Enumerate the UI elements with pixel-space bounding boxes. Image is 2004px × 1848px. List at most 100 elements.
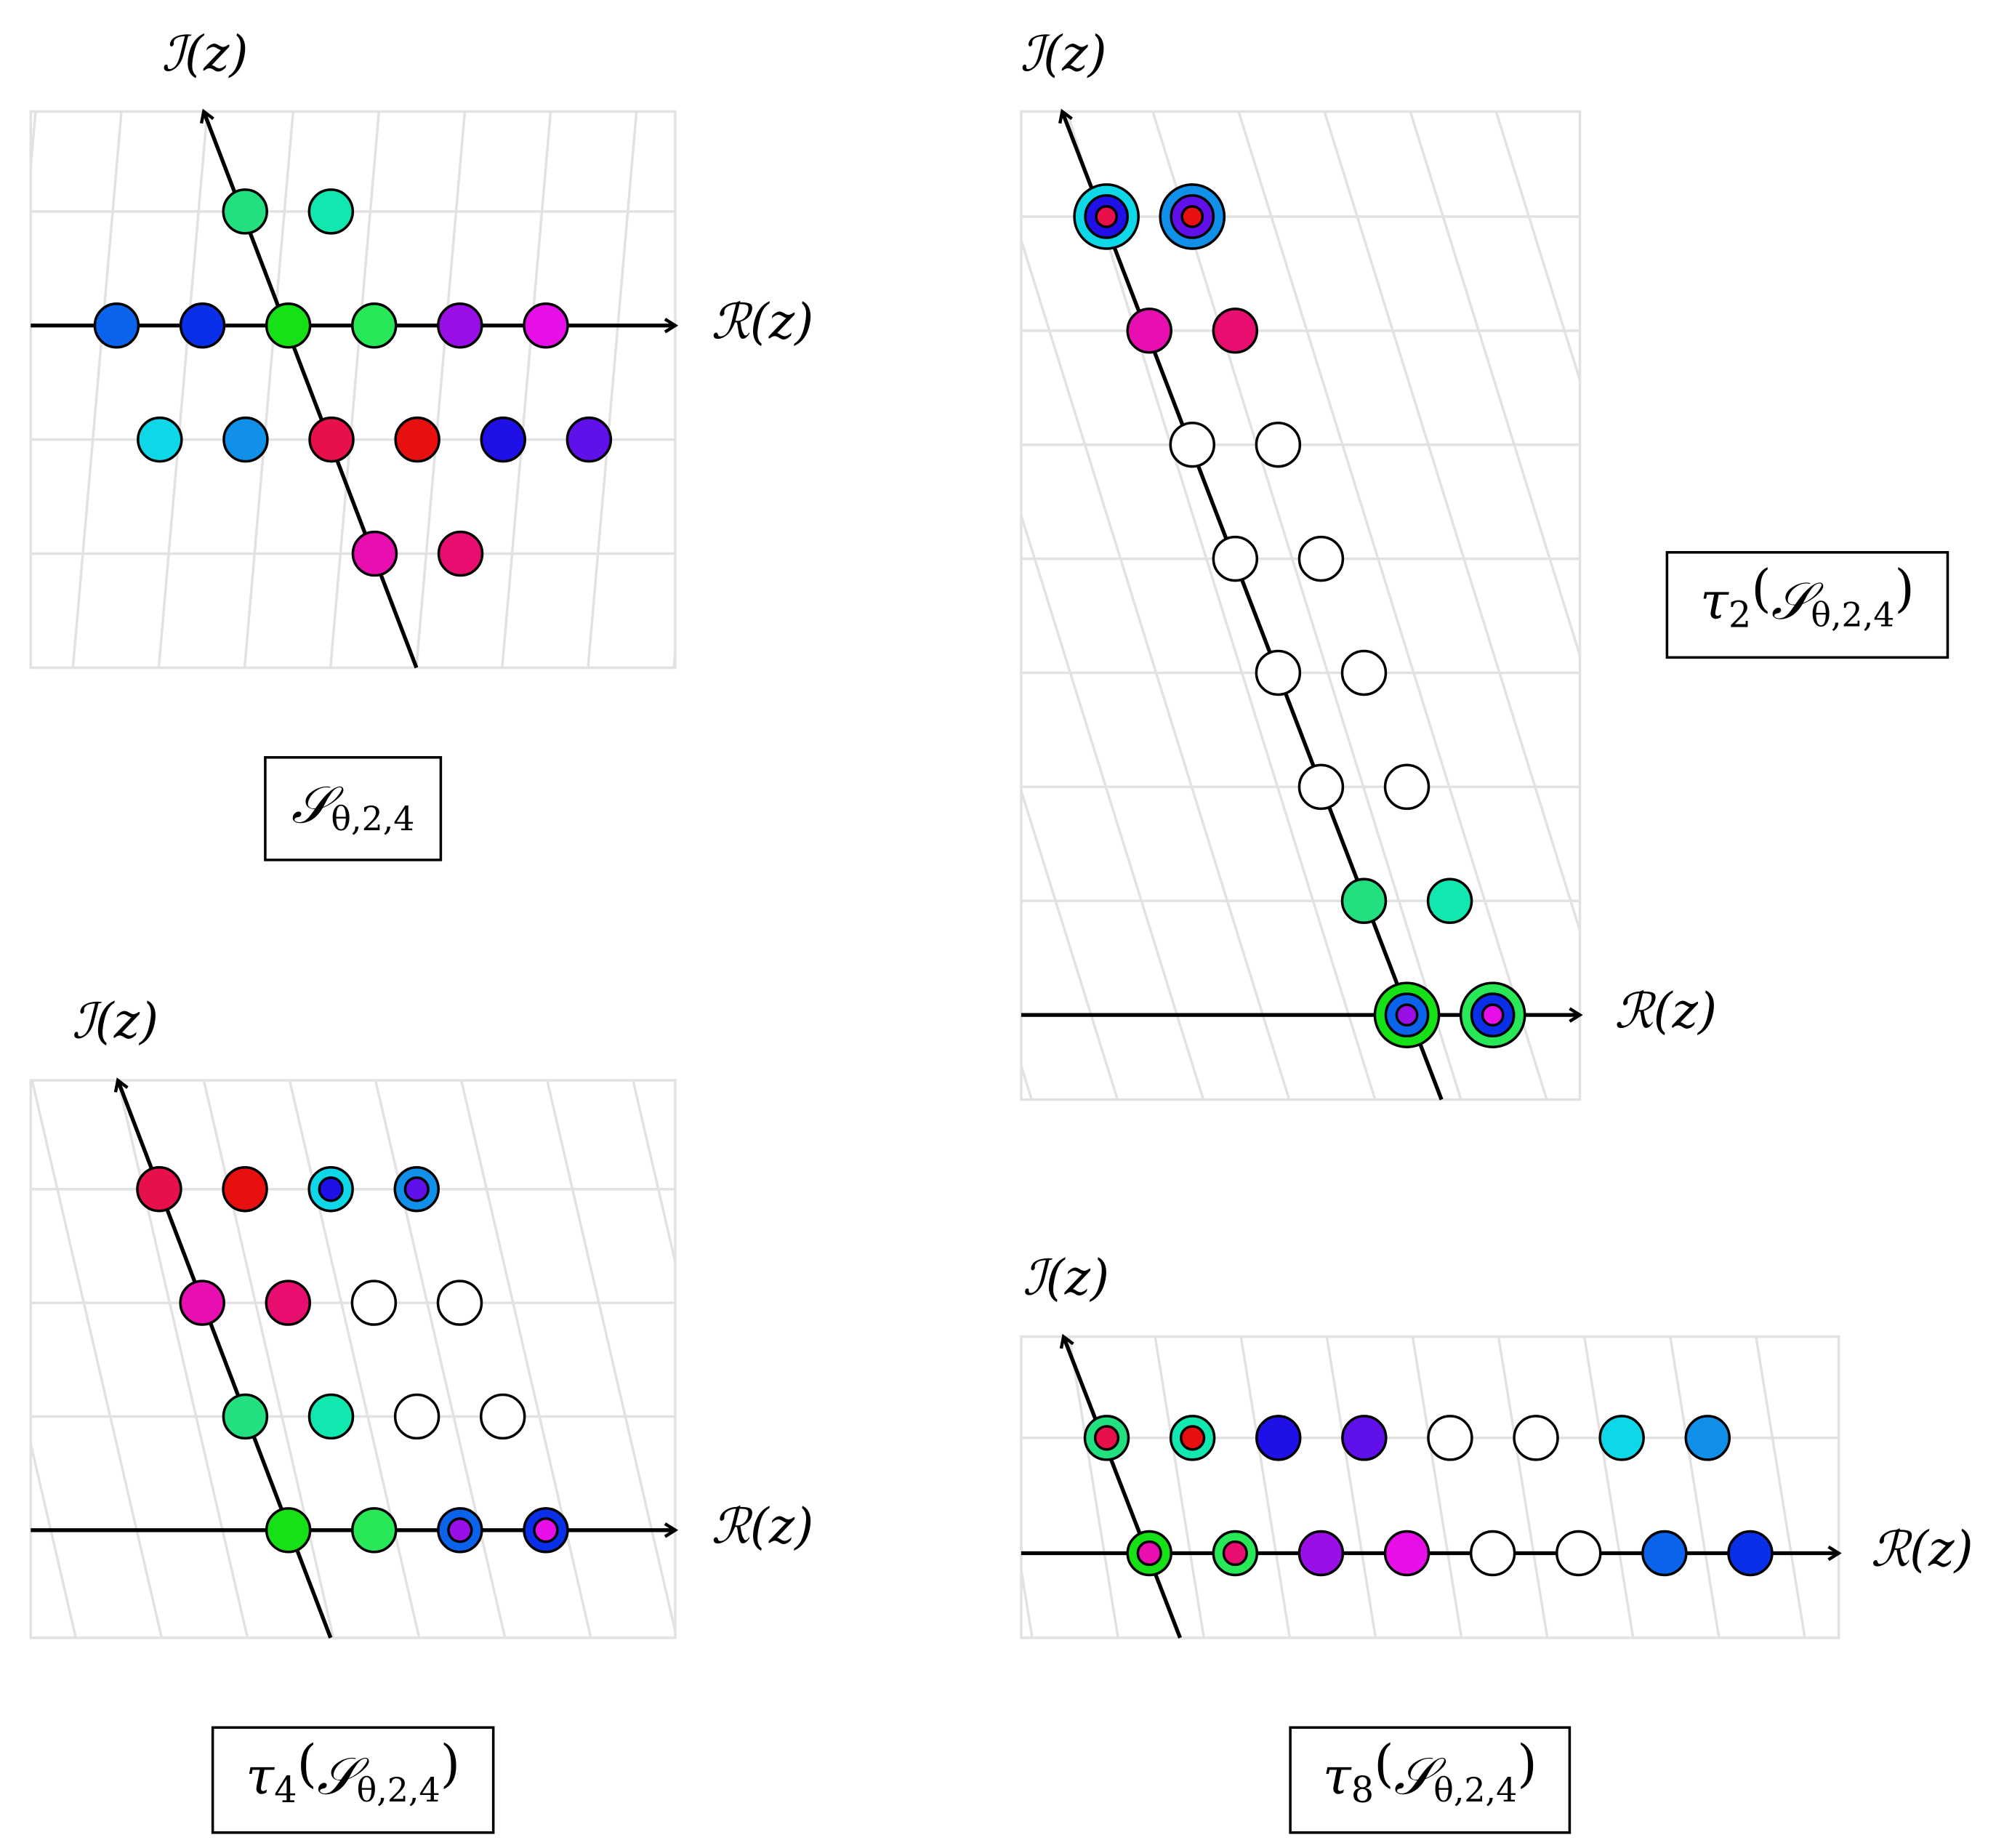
grid-line <box>157 111 209 668</box>
lattice-point <box>318 1176 344 1202</box>
caption-part: θ,2,4 <box>1433 1770 1517 1809</box>
caption-part: ) <box>1894 558 1915 618</box>
lattice-point <box>1684 1415 1731 1461</box>
grid-line <box>1497 1336 1549 1638</box>
grid-line <box>209 111 517 1099</box>
grid-line <box>1928 1337 1976 1638</box>
lattice-point <box>479 1393 526 1440</box>
lattice-point <box>222 416 269 463</box>
grid-line <box>1151 111 1462 1100</box>
lattice-point <box>1136 1540 1162 1567</box>
grid-line <box>1325 1336 1377 1638</box>
lattice-point <box>179 302 226 349</box>
caption-part: θ,2,4 <box>331 799 414 838</box>
lattice-point <box>1212 535 1259 582</box>
lattice-point <box>436 1279 483 1326</box>
caption-part: ( <box>1374 1733 1394 1793</box>
lattice-point <box>265 302 312 349</box>
grid-line <box>0 111 1 1099</box>
lattice-point <box>403 1176 430 1202</box>
lattice-point <box>1169 421 1216 468</box>
lattice-point <box>523 302 569 349</box>
lattice-point <box>1513 1415 1559 1461</box>
grid-line <box>1021 511 1205 1100</box>
panel: ℐ(z) ℛ(z) 𝒮θ,2,4 <box>29 25 813 861</box>
lattice-point <box>447 1517 473 1543</box>
frame <box>29 1079 677 1639</box>
grid-line <box>211 1337 259 1638</box>
caption-part: 8 <box>1351 1769 1374 1811</box>
caption-box <box>1665 551 1949 659</box>
grid-line <box>459 1080 592 1638</box>
lattice-point <box>1641 1530 1688 1577</box>
caption: 𝒮θ,2,4 <box>291 775 415 838</box>
grid-line <box>1021 786 1119 1100</box>
lattice-point <box>437 302 483 349</box>
grid-line <box>632 1080 675 1268</box>
lattice-point <box>350 1279 398 1326</box>
grid-line <box>39 1337 88 1638</box>
grid-line <box>243 111 295 668</box>
grid-line <box>637 111 946 1099</box>
grid-line <box>1411 1336 1463 1638</box>
imag-axis <box>1062 111 1444 1101</box>
grid-line <box>501 111 552 668</box>
lattice-point <box>93 302 140 349</box>
grid-line <box>1021 236 1291 1100</box>
lattice-point <box>566 416 613 463</box>
grid-line <box>329 111 381 668</box>
lattice-point <box>1383 1530 1430 1577</box>
caption-part: τ <box>246 1746 275 1806</box>
grid-line <box>672 636 675 668</box>
lattice-point <box>533 1517 559 1543</box>
grid-line <box>890 1080 1020 1638</box>
grid-line <box>414 111 467 668</box>
lattice-point <box>1297 763 1345 811</box>
caption-part: θ,2,4 <box>1811 595 1894 635</box>
caption: τ2(𝒮θ,2,4) <box>1700 558 1915 635</box>
lattice-point <box>136 1165 182 1213</box>
grid-line <box>1021 1061 1034 1100</box>
lattice-point <box>394 416 440 463</box>
lattice-point <box>1395 1003 1419 1027</box>
grid-line <box>116 1080 249 1638</box>
lattice-point <box>351 302 398 349</box>
grid-line <box>546 1080 675 1637</box>
grid-line <box>1021 1562 1034 1638</box>
caption-part: τ <box>1323 1746 1352 1806</box>
grid-line <box>202 1080 335 1638</box>
grid <box>0 1336 1976 1638</box>
lattice-point <box>1340 649 1388 696</box>
real-label: ℛ(z) <box>1871 1521 1973 1578</box>
lattice-point <box>1212 308 1259 354</box>
lattice-point <box>1383 763 1430 811</box>
grid-line <box>382 1337 431 1638</box>
real-label: ℛ(z) <box>711 1498 813 1554</box>
grid-line <box>1409 111 1580 660</box>
grid-line <box>898 1337 946 1638</box>
lattice-point <box>179 1279 225 1326</box>
imag-label: ℐ(z) <box>72 993 158 1050</box>
lattice-point <box>307 188 355 235</box>
lattice-point <box>1340 877 1388 925</box>
lattice-point <box>1179 1425 1206 1451</box>
caption-part: τ <box>1700 571 1729 631</box>
caption-part: ) <box>440 1733 461 1793</box>
grid-line <box>0 1337 2 1638</box>
frame <box>1020 1335 1840 1639</box>
caption-part: ( <box>297 1733 318 1793</box>
lattice-point <box>393 1393 440 1440</box>
real-label: ℛ(z) <box>1614 983 1717 1040</box>
grid-line <box>294 111 603 1099</box>
lattice-point <box>1556 1530 1602 1577</box>
grid-line <box>0 111 87 1099</box>
grid-line <box>31 1438 78 1638</box>
lattice-point <box>1598 1415 1645 1461</box>
lattice-point <box>480 416 526 463</box>
lattice-point <box>1297 1530 1345 1577</box>
lattice-point <box>265 1507 312 1554</box>
lattice-point <box>351 1507 398 1554</box>
lattice-point <box>1727 1530 1774 1577</box>
panel: ℐ(z) ℛ(z) τ2(𝒮θ,2,4) <box>0 25 1949 1101</box>
